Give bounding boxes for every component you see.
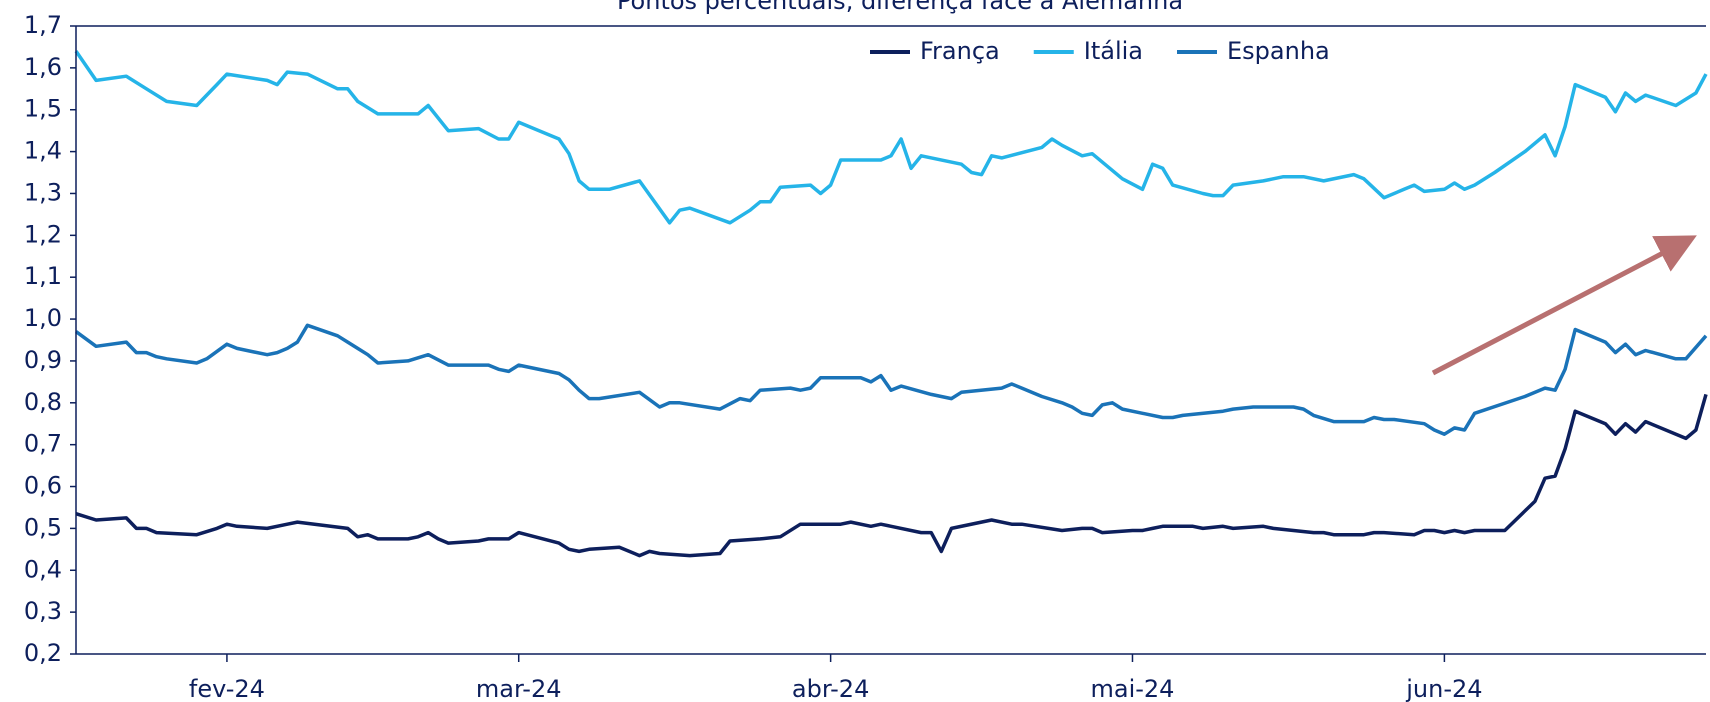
legend-label: França: [920, 37, 1000, 65]
y-tick-label: 0,4: [24, 555, 62, 583]
legend-label: Espanha: [1227, 37, 1330, 65]
y-tick-label: 1,7: [24, 11, 62, 39]
series-line: [74, 50, 1708, 225]
x-tick-label: jun-24: [1405, 675, 1482, 702]
series-line: [75, 393, 1708, 558]
y-tick-label: 0,9: [24, 346, 62, 374]
y-tick-label: 1,6: [24, 53, 62, 81]
y-tick-label: 1,0: [24, 304, 62, 332]
x-tick-label: mai-24: [1091, 675, 1175, 702]
y-tick-label: 0,5: [24, 513, 62, 541]
y-tick-label: 0,6: [24, 472, 62, 500]
x-tick-label: abr-24: [792, 675, 869, 702]
y-tick-label: 1,2: [24, 220, 62, 248]
trend-arrow: [1431, 235, 1697, 376]
y-tick-label: 1,3: [24, 178, 62, 206]
y-tick-label: 0,2: [24, 639, 62, 667]
x-tick-label: fev-24: [189, 675, 265, 702]
y-tick-label: 0,8: [24, 388, 62, 416]
y-tick-label: 1,5: [24, 95, 62, 123]
legend-label: Itália: [1084, 37, 1143, 65]
x-tick-label: mar-24: [476, 675, 562, 702]
chart-title: Pontos percentuais, diferença face à Ale…: [617, 0, 1183, 15]
y-tick-label: 1,1: [24, 262, 62, 290]
y-tick-label: 0,7: [24, 430, 62, 458]
y-tick-label: 1,4: [24, 137, 62, 165]
series-line: [74, 323, 1708, 436]
y-tick-label: 0,3: [24, 597, 62, 625]
